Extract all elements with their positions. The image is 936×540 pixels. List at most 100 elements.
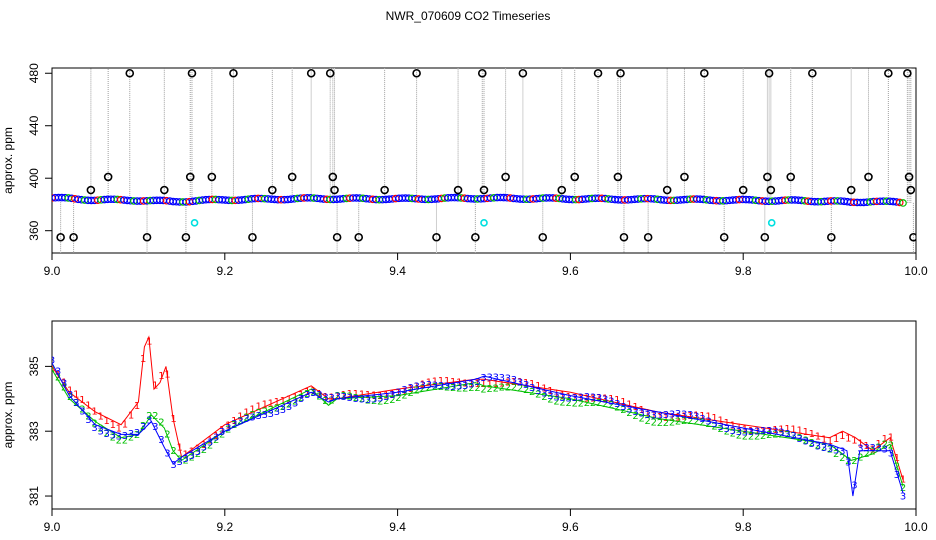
series-3-marker: 3 (711, 419, 717, 430)
outlier-point (328, 172, 338, 182)
series-2-marker: 2 (711, 421, 717, 432)
series-2-marker: 2 (553, 396, 559, 407)
bottom-y-tick-label: 383 (27, 421, 41, 441)
series-3-marker: 3 (189, 451, 195, 462)
series-3-marker: 3 (450, 382, 456, 393)
series-3-marker: 3 (748, 427, 754, 438)
series-2-marker: 2 (280, 402, 286, 413)
series-1-marker: 1 (170, 414, 176, 425)
series-1-marker: 1 (894, 453, 900, 464)
series-1-marker: 1 (790, 424, 796, 435)
series-3-marker: 3 (176, 457, 182, 468)
series-3-marker: 3 (322, 393, 328, 404)
series-3-marker: 3 (365, 395, 371, 406)
series-3-marker: 3 (432, 380, 438, 391)
outlier-point (306, 68, 316, 78)
series-2-marker: 2 (815, 440, 821, 451)
series-1-marker: 1 (553, 388, 559, 399)
series-3-marker: 3 (255, 411, 261, 422)
series-1-marker: 1 (249, 404, 255, 415)
outlier-point (125, 68, 135, 78)
series-1-marker: 1 (456, 378, 462, 389)
series-2-marker: 2 (219, 430, 225, 441)
series-2-marker: 2 (432, 382, 438, 393)
series-2-marker: 2 (341, 391, 347, 402)
series-3-marker: 3 (377, 394, 383, 405)
bottom-plot-frame (51, 320, 917, 510)
series-2-marker: 2 (462, 384, 468, 395)
series-2-marker: 2 (669, 417, 675, 428)
series-2-marker: 2 (183, 455, 189, 466)
series-1-marker: 1 (335, 391, 341, 402)
series-1-marker: 1 (450, 377, 456, 388)
series-1-marker: 1 (146, 336, 152, 347)
series-1-marker: 1 (164, 369, 170, 380)
series-3-marker: 3 (280, 405, 286, 416)
series-3-marker: 3 (839, 446, 845, 457)
series-3-marker: 3 (201, 443, 207, 454)
series-1-marker: 1 (821, 434, 827, 445)
bottom-x-tick-label: 9.8 (735, 520, 752, 534)
series-3-marker: 3 (882, 445, 888, 456)
series-1-marker: 1 (280, 396, 286, 407)
outlier-point (518, 68, 528, 78)
series-3-marker: 3 (85, 415, 91, 426)
series-3-marker: 3 (104, 429, 110, 440)
series-3-marker: 3 (760, 426, 766, 437)
series-2-marker: 2 (882, 440, 888, 451)
series-3-marker: 3 (730, 426, 736, 437)
series-3-marker: 3 (462, 381, 468, 392)
series-3-marker: 3 (803, 437, 809, 448)
series-2-marker: 2 (724, 426, 730, 437)
series-2-marker: 2 (195, 449, 201, 460)
series-3-marker: 3 (371, 395, 377, 406)
series-1-marker: 1 (67, 385, 73, 396)
series-3-marker: 3 (693, 412, 699, 423)
outlier-point (719, 232, 729, 242)
series-3-marker: 3 (328, 393, 334, 404)
series-1-marker: 1 (298, 390, 304, 401)
series-2-marker: 2 (790, 431, 796, 442)
outlier-point (380, 185, 389, 195)
series-3-marker: 3 (347, 393, 353, 404)
outlier-point (185, 172, 195, 182)
series-2-marker: 2 (894, 461, 900, 472)
series-2-marker: 2 (681, 416, 687, 427)
series-3-marker: 3 (298, 394, 304, 405)
series-3-marker: 3 (523, 380, 529, 391)
series-3-marker: 3 (833, 445, 839, 456)
series-3-marker: 3 (681, 409, 687, 420)
series-3-marker: 3 (335, 392, 341, 403)
series-2-marker: 2 (900, 483, 906, 494)
series-1-marker: 1 (815, 432, 821, 443)
outlier-point (738, 185, 748, 195)
series-2-marker: 2 (486, 384, 492, 395)
series-3-marker: 3 (566, 393, 572, 404)
series-2-marker: 2 (821, 442, 827, 453)
series-3-marker: 3 (219, 427, 225, 438)
series-2-marker: 2 (450, 383, 456, 394)
series-2-marker: 2 (274, 404, 280, 415)
series-1-marker: 1 (705, 412, 711, 423)
series-3-marker: 3 (645, 410, 651, 421)
series-1-marker: 1 (432, 377, 438, 388)
series-1-marker: 1 (797, 425, 803, 436)
series-1-marker: 1 (97, 411, 103, 422)
series-3-marker: 3 (559, 393, 565, 404)
series-3-marker: 3 (195, 447, 201, 458)
series-3-marker: 3 (705, 416, 711, 427)
series-3-marker: 3 (426, 380, 432, 391)
outlier-point (764, 68, 774, 78)
series-3-marker: 3 (97, 427, 103, 438)
series-3-marker: 3 (590, 392, 596, 403)
series-1-marker: 1 (748, 426, 754, 437)
baseline-point (895, 198, 904, 207)
series-2-marker: 2 (456, 384, 462, 395)
series-2-marker: 2 (262, 406, 268, 417)
series-1-marker: 1 (669, 413, 675, 424)
outlier-point (808, 68, 817, 78)
outlier-point (248, 232, 257, 242)
series-3-line (52, 362, 904, 497)
series-2-marker: 2 (414, 385, 420, 396)
series-3-marker: 3 (815, 441, 821, 452)
